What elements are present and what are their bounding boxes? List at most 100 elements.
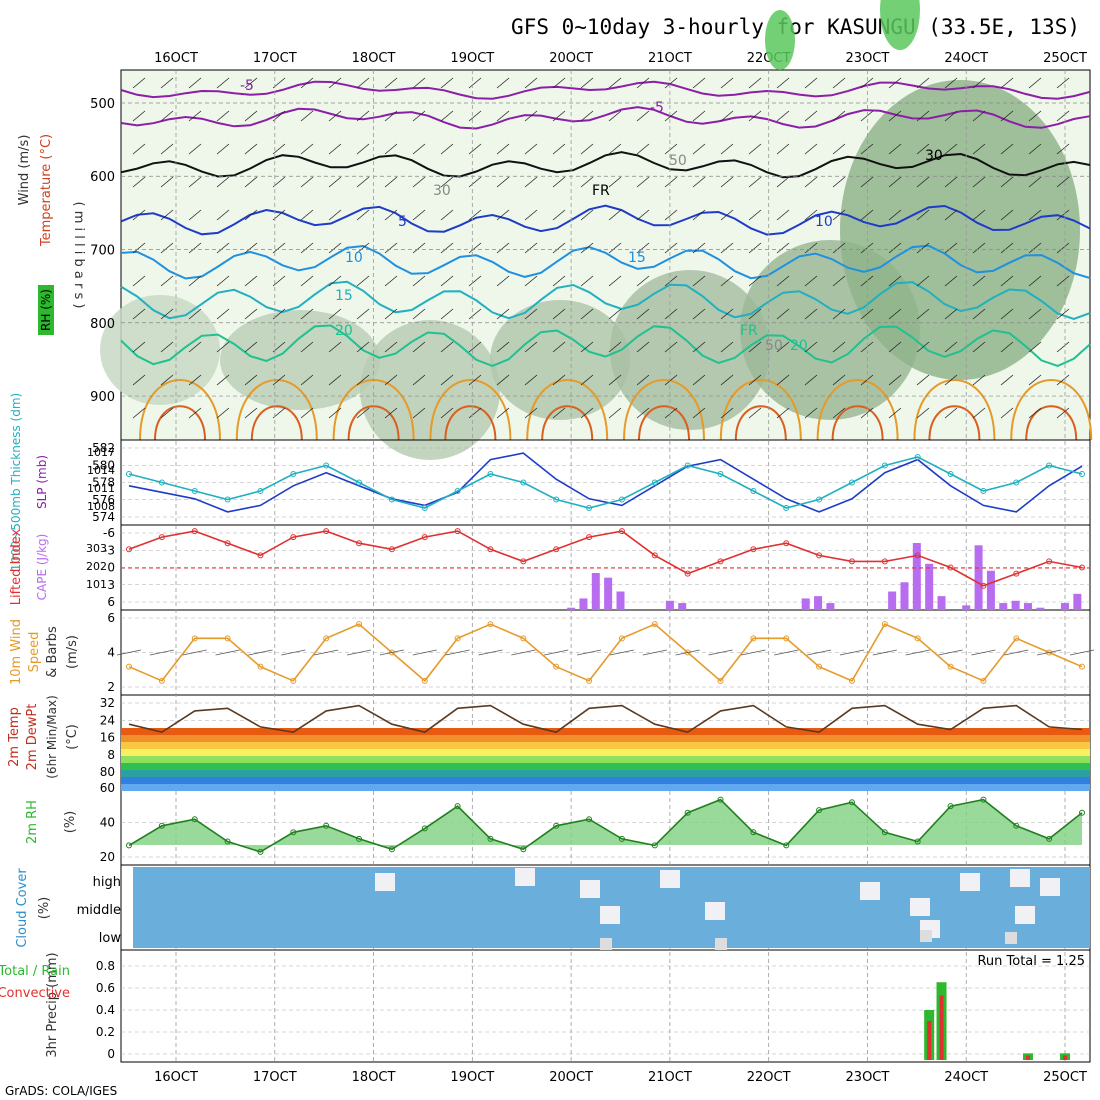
bottom-date-label: 20OCT	[549, 1070, 593, 1085]
cape-bar	[1073, 593, 1082, 610]
wind-barb	[916, 110, 930, 122]
wind-barb	[300, 242, 314, 254]
wind-barb	[160, 407, 174, 419]
temp-contour-arch	[1010, 379, 1093, 441]
panel-ylabel: & Barbs	[45, 626, 60, 678]
wind-barb	[692, 176, 706, 188]
wind-barb	[608, 143, 622, 155]
wind-barb	[608, 374, 622, 386]
cape-bar	[591, 573, 600, 610]
top-date-axis: 16OCT17OCT18OCT19OCT20OCT21OCT22OCT23OCT…	[154, 51, 1087, 66]
wind-barb	[720, 308, 734, 320]
series-marker	[684, 570, 691, 577]
wind10-barb	[774, 649, 799, 656]
series-marker	[684, 649, 691, 656]
wind-barb	[944, 242, 958, 254]
wind-barb	[608, 308, 622, 320]
wind-barb	[832, 110, 846, 122]
wind-barb	[524, 374, 538, 386]
pressure-tick: 600	[90, 170, 115, 185]
wind-barb	[524, 275, 538, 287]
rh-blob	[360, 320, 500, 460]
rh-ylabel: RH (%)	[39, 289, 53, 331]
wind-barb	[1000, 143, 1014, 155]
wind-barb	[244, 77, 258, 89]
panel-tick: 0.8	[96, 959, 115, 973]
panel-ylabel: CAPE (J/kg)	[35, 534, 49, 601]
wind-barb	[804, 374, 818, 386]
series-line	[128, 456, 1083, 509]
wind-barb	[552, 242, 566, 254]
mb-ylabel: ( m i l l i b a r s )	[71, 202, 86, 309]
wind-barb	[272, 242, 286, 254]
slp-tick: 1011	[87, 482, 115, 495]
series-marker	[651, 479, 658, 486]
wind-barb	[972, 275, 986, 287]
series-marker	[388, 649, 395, 656]
series-marker	[520, 558, 527, 565]
wind-barb	[132, 143, 146, 155]
wind-barb	[1056, 209, 1070, 221]
wind-barb	[468, 143, 482, 155]
series-marker	[816, 663, 823, 670]
wind-barb	[916, 308, 930, 320]
wind-barb	[888, 275, 902, 287]
wind-barb	[384, 242, 398, 254]
top-date-label: 23OCT	[846, 51, 890, 66]
wind-barb	[244, 176, 258, 188]
wind-barb	[916, 77, 930, 89]
series-marker	[421, 825, 428, 832]
wind10-barb	[675, 649, 700, 656]
wind-barb	[1000, 242, 1014, 254]
wind-barb	[748, 110, 762, 122]
series-marker	[848, 479, 855, 486]
contour-labels: -5 -5 5 10 10 15 15 20 20 FR FR 30 30 50 50	[240, 78, 943, 354]
wind-barb	[384, 407, 398, 419]
wind-barb	[664, 77, 678, 89]
cloud-patch	[375, 873, 395, 891]
wind-barb	[972, 110, 986, 122]
wind-barb	[356, 308, 370, 320]
wind-barb	[664, 242, 678, 254]
wind-barb	[468, 209, 482, 221]
wind-barb	[524, 242, 538, 254]
wind-barb	[888, 77, 902, 89]
wind-barb	[160, 242, 174, 254]
panel-ylabel: (%)	[37, 897, 52, 920]
wind-barb	[1028, 308, 1042, 320]
wind-barb	[860, 407, 874, 419]
wind-barb	[496, 308, 510, 320]
wind-barb	[552, 77, 566, 89]
wind-barb	[692, 143, 706, 155]
temp-contour	[120, 244, 1091, 280]
temp-band	[121, 742, 1090, 749]
wind-barb	[496, 209, 510, 221]
contour-label: 5	[398, 214, 407, 230]
cape-bar	[801, 598, 810, 610]
wind-barb	[524, 209, 538, 221]
wind-barb	[580, 143, 594, 155]
series-marker	[257, 663, 264, 670]
wind-barb	[804, 143, 818, 155]
wind-barb	[720, 374, 734, 386]
panel-tick: 3	[107, 578, 115, 592]
wind-barb	[1000, 407, 1014, 419]
wind-barb	[384, 77, 398, 89]
top-date-label: 19OCT	[450, 51, 494, 66]
wind-barb	[916, 176, 930, 188]
panel-ylabel: (%)	[63, 811, 78, 834]
wind-barb	[132, 176, 146, 188]
wind-barb	[440, 77, 454, 89]
wind-barb	[412, 242, 426, 254]
wind-barb	[860, 308, 874, 320]
wind-barb	[608, 341, 622, 353]
precip-legend-total: Total / Rain	[0, 964, 70, 979]
series-marker	[323, 635, 330, 642]
wind-barb	[524, 110, 538, 122]
cloud-patch	[1005, 932, 1017, 944]
panel-ylabel: SLP (mb)	[35, 455, 49, 509]
pressure-tick: 900	[90, 390, 115, 405]
wind-barb	[888, 374, 902, 386]
wind-barb	[272, 275, 286, 287]
